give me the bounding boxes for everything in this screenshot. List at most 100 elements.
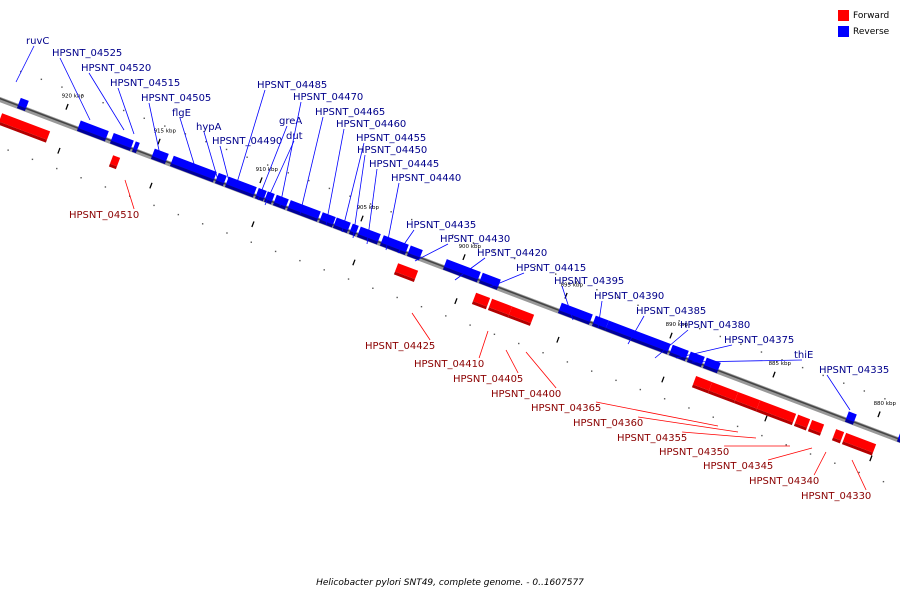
major-tick-lower <box>764 415 768 422</box>
reverse-gene-shade <box>150 156 166 165</box>
major-tick-lower <box>869 455 873 462</box>
reverse-gene <box>558 302 593 322</box>
forward-gene-shade <box>831 437 841 444</box>
reverse-gene <box>110 133 134 149</box>
forward-gene <box>488 298 513 315</box>
forward-gene <box>756 400 797 423</box>
minor-tick <box>736 425 739 428</box>
reverse-leader-line <box>691 359 803 363</box>
reverse-gene-label: HPSNT_04450 <box>357 145 427 156</box>
minor-tick <box>308 179 310 182</box>
major-tick <box>564 292 568 299</box>
major-tick-lower <box>454 298 458 305</box>
reverse-gene-label: ruvC <box>26 36 49 47</box>
tick-label: 920 kbp <box>62 93 85 99</box>
minor-tick <box>153 204 155 207</box>
minor-tick <box>390 211 392 213</box>
minor-tick <box>761 434 763 437</box>
reverse-leader-line <box>454 257 486 281</box>
forward-gene-shade <box>0 122 47 143</box>
forward-gene <box>394 263 419 280</box>
forward-gene-label: HPSNT_04350 <box>659 447 729 458</box>
reverse-gene-shade <box>668 352 686 362</box>
reverse-gene <box>592 315 609 328</box>
reverse-gene-shade <box>604 327 668 355</box>
legend: Forward Reverse <box>838 8 898 40</box>
forward-gene-label: HPSNT_04410 <box>414 359 484 370</box>
forward-gene-shade <box>507 314 531 326</box>
legend-item-reverse: Reverse <box>838 24 898 39</box>
minor-tick <box>858 471 860 474</box>
reverse-gene-label: HPSNT_04440 <box>391 173 461 184</box>
reverse-gene <box>287 200 321 219</box>
reverse-gene-label: HPSNT_04520 <box>81 63 151 74</box>
reverse-swatch <box>838 26 849 37</box>
minor-tick <box>534 265 536 268</box>
minor-tick <box>143 117 145 119</box>
minor-tick <box>81 94 84 96</box>
minor-tick <box>616 296 619 299</box>
reverse-leader-line <box>366 168 378 245</box>
reverse-gene <box>897 433 900 440</box>
minor-tick <box>328 187 331 190</box>
reverse-leader-line <box>561 285 574 321</box>
reverse-leader-line <box>203 131 219 181</box>
reverse-gene <box>407 245 423 258</box>
minor-tick <box>80 177 82 179</box>
reverse-gene <box>687 351 705 365</box>
forward-leader-line <box>682 431 757 439</box>
forward-gene-label: HPSNT_04345 <box>703 461 773 472</box>
forward-gene-shade <box>733 400 757 412</box>
major-tick-lower <box>556 336 560 343</box>
minor-tick <box>678 320 680 322</box>
legend-label-reverse: Reverse <box>853 26 890 37</box>
forward-leader-line <box>596 401 719 427</box>
reverse-gene-shade <box>332 224 348 234</box>
minor-tick <box>590 370 593 372</box>
minor-tick <box>699 327 701 330</box>
minor-tick <box>688 407 690 409</box>
reverse-gene-shade <box>591 323 606 331</box>
reverse-gene-shade <box>16 105 26 112</box>
reverse-gene-shade <box>286 207 318 222</box>
major-tick <box>360 215 364 222</box>
reverse-gene <box>845 411 857 422</box>
minor-tick <box>452 234 454 236</box>
forward-swatch <box>838 10 849 21</box>
reverse-gene-shade <box>214 180 224 187</box>
forward-gene-label: HPSNT_04425 <box>365 341 435 352</box>
forward-gene-label: HPSNT_04360 <box>573 418 643 429</box>
forward-gene <box>692 376 713 391</box>
major-tick <box>65 103 69 110</box>
reverse-gene <box>357 226 381 242</box>
forward-gene-shade <box>393 271 415 282</box>
forward-gene <box>472 292 491 307</box>
forward-gene-label: HPSNT_04400 <box>491 389 561 400</box>
reverse-gene-label: HPSNT_04465 <box>315 107 385 118</box>
minor-tick <box>299 259 301 262</box>
minor-tick <box>542 352 544 354</box>
reverse-gene-label: HPSNT_04470 <box>293 92 363 103</box>
reverse-gene <box>479 272 501 288</box>
minor-tick <box>809 453 812 455</box>
minor-tick <box>250 241 252 243</box>
reverse-leader-line <box>264 140 295 206</box>
minor-tick <box>596 289 598 291</box>
minor-tick <box>347 278 350 280</box>
forward-gene <box>842 432 877 453</box>
reverse-gene-label: HPSNT_04490 <box>212 136 282 147</box>
reverse-gene <box>225 176 257 195</box>
forward-gene-label: HPSNT_04355 <box>617 433 687 444</box>
minor-tick <box>863 390 866 392</box>
forward-leader-line <box>505 349 519 374</box>
reverse-leader-line <box>279 101 302 207</box>
figure-caption: Helicobacter pylori SNT49, complete geno… <box>316 578 584 588</box>
reverse-gene <box>77 120 109 139</box>
forward-gene <box>734 391 761 409</box>
minor-tick <box>712 416 714 418</box>
tick-label: 895 kbp <box>561 282 584 288</box>
forward-gene <box>832 429 845 441</box>
reverse-gene <box>151 148 169 162</box>
reverse-gene-label: HPSNT_04390 <box>594 291 664 302</box>
